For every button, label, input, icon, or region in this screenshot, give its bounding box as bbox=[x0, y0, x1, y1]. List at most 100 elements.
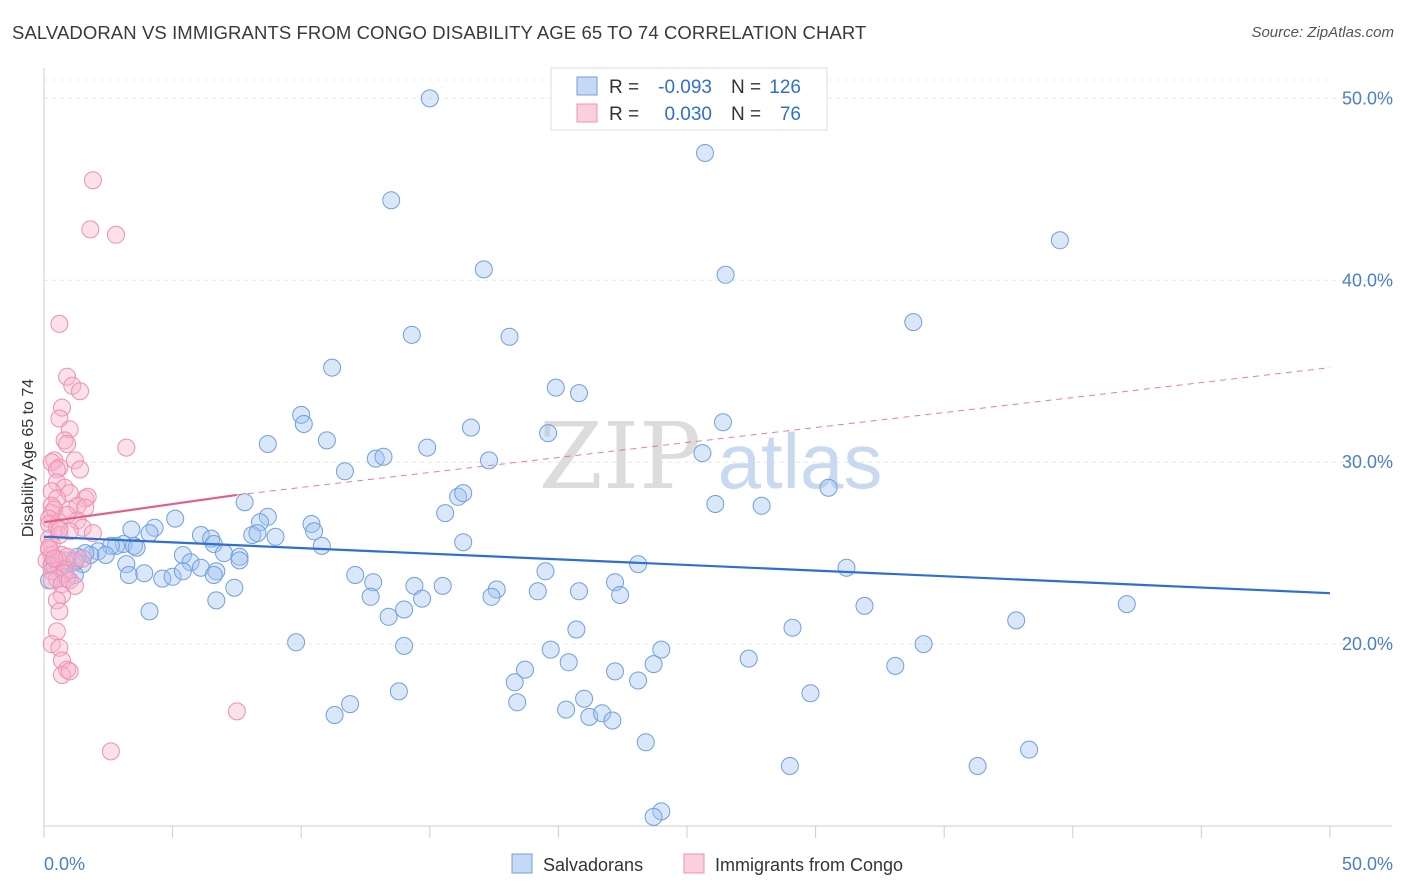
legend-n-value-2: 76 bbox=[780, 104, 801, 125]
point-salvadorans-30 bbox=[752, 496, 771, 515]
point-salvadorans-92 bbox=[528, 582, 547, 601]
legend-swatch-pink bbox=[576, 103, 598, 123]
point-congo-73 bbox=[45, 549, 64, 568]
point-salvadorans-79 bbox=[135, 564, 154, 583]
point-salvadorans-18 bbox=[317, 431, 336, 450]
point-salvadorans-58 bbox=[173, 546, 192, 564]
point-salvadorans-15 bbox=[714, 413, 732, 432]
point-congo-70 bbox=[227, 702, 246, 721]
point-salvadorans-31 bbox=[436, 504, 455, 523]
point-salvadorans-78 bbox=[119, 566, 138, 584]
point-salvadorans-129 bbox=[603, 711, 622, 730]
point-congo-2 bbox=[107, 225, 125, 244]
point-salvadorans-124 bbox=[325, 706, 344, 724]
point-salvadorans-97 bbox=[611, 586, 630, 604]
point-congo-17 bbox=[47, 460, 66, 479]
point-salvadorans-43 bbox=[248, 524, 267, 543]
y-tick-label-0: 20.0% bbox=[1342, 634, 1393, 654]
point-congo-62 bbox=[50, 602, 69, 621]
point-salvadorans-88 bbox=[225, 578, 244, 597]
point-salvadorans-131 bbox=[780, 757, 799, 775]
point-salvadorans-107 bbox=[287, 633, 306, 652]
point-congo-12 bbox=[117, 438, 136, 457]
point-congo-71 bbox=[101, 742, 120, 761]
watermark-zip: ZIP bbox=[539, 403, 701, 510]
point-salvadorans-104 bbox=[567, 620, 586, 639]
trend-line-congo bbox=[43, 493, 238, 524]
point-congo-59 bbox=[65, 576, 84, 595]
point-salvadorans-0 bbox=[420, 89, 439, 108]
point-salvadorans-11 bbox=[570, 384, 588, 403]
point-congo-61 bbox=[47, 591, 66, 610]
point-congo-24 bbox=[76, 489, 95, 508]
point-congo-51 bbox=[65, 551, 84, 570]
point-salvadorans-23 bbox=[693, 444, 712, 463]
point-salvadorans-2 bbox=[382, 191, 401, 210]
point-salvadorans-20 bbox=[366, 449, 385, 468]
point-salvadorans-116 bbox=[505, 673, 524, 692]
legend-r-value-1: -0.093 bbox=[658, 77, 712, 98]
point-salvadorans-1 bbox=[696, 144, 714, 162]
point-salvadorans-125 bbox=[508, 693, 527, 712]
point-salvadorans-3 bbox=[1050, 231, 1069, 250]
y-tick-label-3: 50.0% bbox=[1342, 88, 1393, 108]
source-label: Source: ZipAtlas.com bbox=[1251, 24, 1394, 41]
point-salvadorans-118 bbox=[606, 662, 624, 681]
point-salvadorans-47 bbox=[454, 533, 473, 552]
point-salvadorans-26 bbox=[449, 487, 468, 506]
point-salvadorans-8 bbox=[500, 327, 519, 346]
point-salvadorans-25 bbox=[819, 478, 838, 497]
x-tick-label-left: 0.0% bbox=[44, 854, 85, 874]
legend-r-value-2: 0.030 bbox=[664, 104, 712, 125]
point-salvadorans-132 bbox=[968, 757, 987, 775]
point-salvadorans-121 bbox=[575, 689, 594, 708]
point-congo-6 bbox=[71, 382, 89, 401]
point-salvadorans-81 bbox=[163, 567, 182, 586]
point-salvadorans-106 bbox=[1007, 611, 1026, 630]
trend-lines bbox=[43, 367, 1331, 595]
point-salvadorans-4 bbox=[474, 260, 493, 279]
trend-line-salvadorans bbox=[43, 535, 1331, 595]
trend-line-congo-extension bbox=[236, 367, 1331, 496]
point-congo-25 bbox=[78, 487, 97, 506]
point-salvadorans-19 bbox=[418, 438, 437, 457]
point-salvadorans-133 bbox=[1020, 740, 1039, 759]
point-salvadorans-14 bbox=[462, 418, 480, 437]
point-salvadorans-113 bbox=[644, 655, 663, 674]
point-salvadorans-102 bbox=[855, 596, 874, 615]
point-congo-72 bbox=[40, 538, 59, 557]
point-salvadorans-93 bbox=[570, 582, 588, 601]
point-salvadorans-17 bbox=[258, 435, 277, 453]
legend-n-label-1: N = bbox=[731, 77, 761, 98]
point-salvadorans-72 bbox=[837, 558, 856, 577]
x-tick-labels: 0.0% 50.0% bbox=[44, 854, 1393, 874]
point-congo-15 bbox=[65, 451, 84, 470]
point-salvadorans-86 bbox=[536, 562, 555, 581]
point-congo-16 bbox=[50, 458, 69, 477]
point-congo-56 bbox=[42, 571, 61, 590]
point-congo-3 bbox=[50, 314, 69, 333]
point-salvadorans-103 bbox=[1117, 595, 1136, 614]
watermark: ZIP atlas bbox=[539, 403, 882, 510]
point-salvadorans-10 bbox=[546, 378, 565, 397]
y-tick-label-1: 30.0% bbox=[1342, 452, 1393, 472]
point-salvadorans-108 bbox=[395, 636, 414, 655]
point-salvadorans-100 bbox=[379, 607, 398, 626]
point-congo-18 bbox=[71, 460, 89, 479]
point-salvadorans-59 bbox=[215, 544, 233, 563]
series-label-congo: Immigrants from Congo bbox=[715, 855, 903, 875]
point-salvadorans-115 bbox=[886, 656, 905, 675]
point-salvadorans-110 bbox=[652, 640, 671, 659]
point-salvadorans-49 bbox=[107, 536, 125, 555]
series-swatch-salvadorans bbox=[511, 853, 533, 874]
point-salvadorans-42 bbox=[266, 527, 285, 546]
point-salvadorans-27 bbox=[454, 484, 473, 503]
point-salvadorans-54 bbox=[96, 546, 115, 564]
point-salvadorans-36 bbox=[145, 518, 164, 537]
chart-title: SALVADORAN VS IMMIGRANTS FROM CONGO DISA… bbox=[12, 22, 867, 43]
y-tick-labels: 20.0% 30.0% 40.0% 50.0% bbox=[1342, 88, 1393, 654]
point-salvadorans-61 bbox=[230, 551, 249, 570]
point-salvadorans-98 bbox=[140, 602, 159, 621]
point-salvadorans-119 bbox=[629, 671, 648, 690]
point-congo-40 bbox=[83, 524, 102, 543]
